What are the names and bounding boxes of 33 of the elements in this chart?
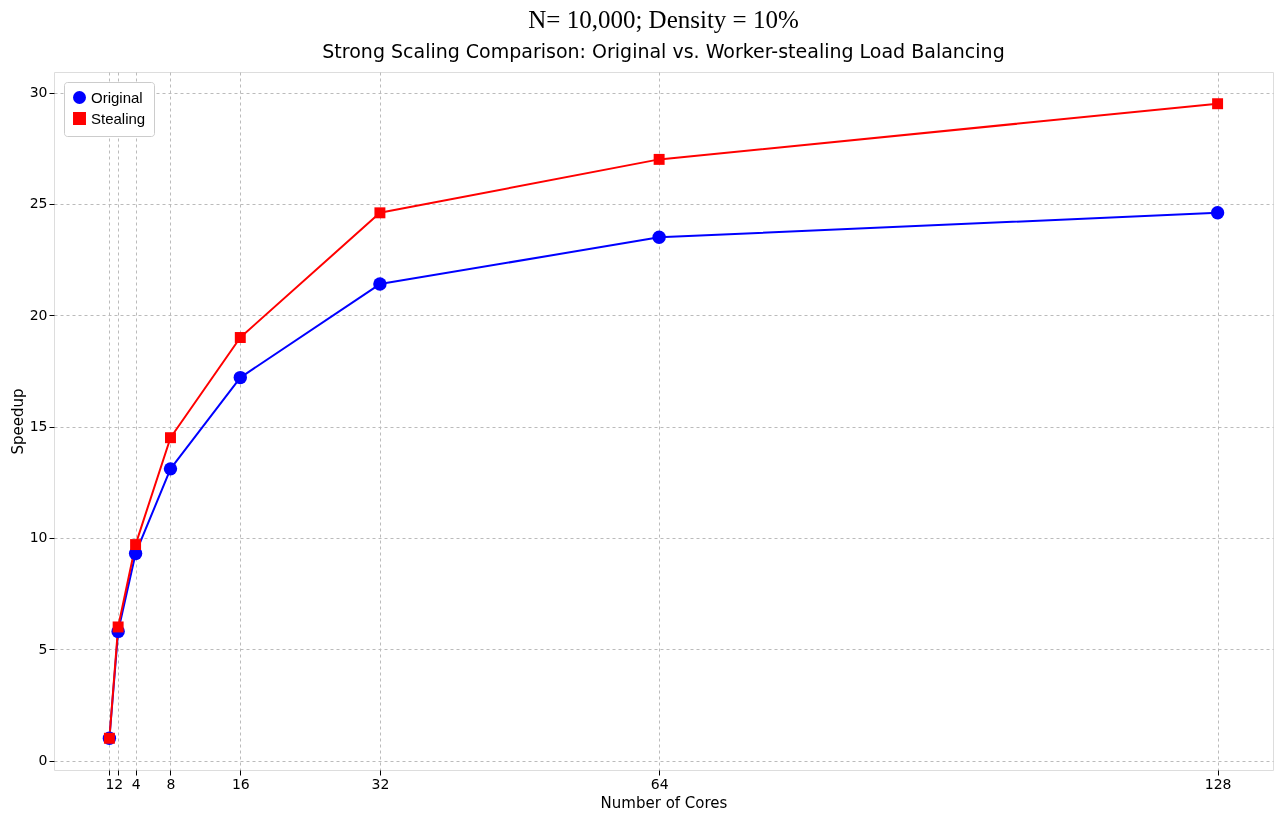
x-tick-label: 4 [131,775,141,792]
x-tick-label: 128 [1204,775,1232,792]
point [165,432,176,444]
point [652,230,666,245]
legend-label: Stealing [91,109,146,127]
x-tick-label: 1 [105,775,115,792]
y-tick-label: 30 [29,84,48,101]
point [163,462,178,476]
x-tick-label: 8 [166,775,176,792]
legend-label: Original [91,88,143,106]
point [373,277,387,291]
y-axis-title: Speedup [8,388,27,455]
y-tick-label: 20 [29,306,48,323]
point [130,539,142,551]
point [374,207,386,219]
x-axis-title: Number of Cores [600,793,728,812]
point [1210,206,1225,220]
y-tick-label: 25 [29,195,48,212]
y-tick-label: 15 [29,418,48,435]
y-tick-label: 0 [38,752,48,769]
point [653,153,665,165]
y-tick-label: 10 [29,529,48,546]
point [233,370,247,385]
point [112,621,124,633]
point [1212,98,1224,110]
chart-subtitle: Strong Scaling Comparison: Original vs. Worker-stealing Load Balancing [322,40,1005,62]
x-tick-label: 64 [650,775,669,792]
x-tick-label: 2 [114,775,124,792]
y-tick-label: 5 [38,640,48,657]
point [234,332,246,343]
chart-title: N= 10,000; Density = 10% [528,6,799,33]
x-tick-label: 16 [231,775,250,792]
x-tick-label: 32 [371,775,390,792]
